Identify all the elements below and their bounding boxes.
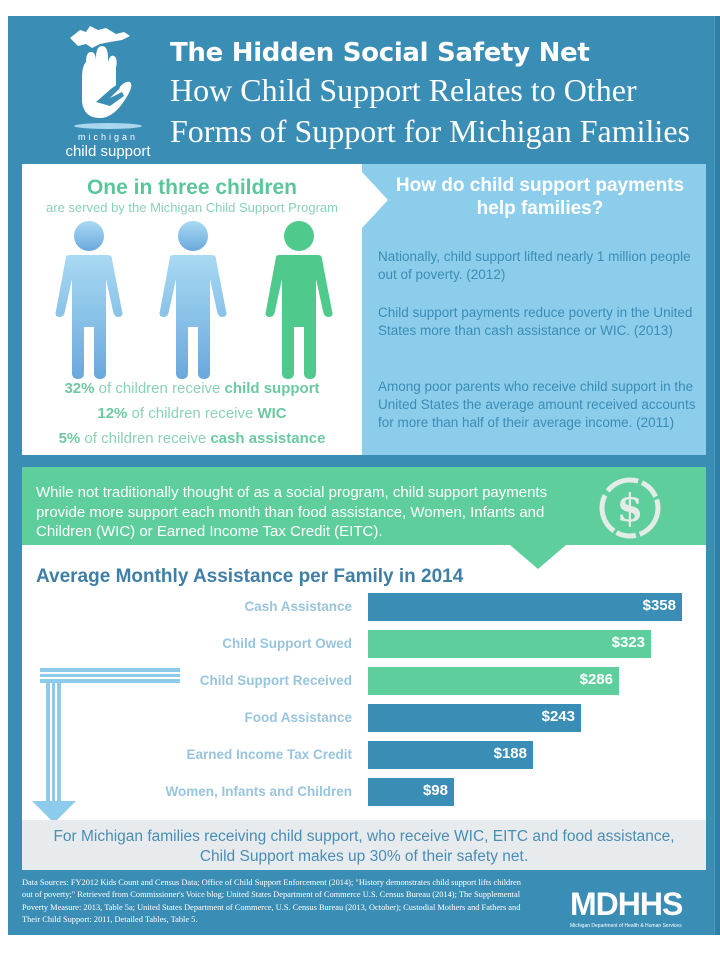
bar: $98 [368,778,454,806]
stat-percent: 32% [64,380,95,397]
help-paragraph: Among poor parents who receive child sup… [378,379,696,430]
bar: $286 [368,667,619,695]
bar-label: Cash Assistance [244,599,352,614]
person-icon [159,221,227,379]
stat-line: 32% of children receive child support [22,380,362,397]
person-icon [55,221,123,379]
bar-value-label: $286 [579,671,613,688]
stat-text: of children receive [94,380,225,397]
chart-title: Average Monthly Assistance per Family in… [36,566,464,587]
bar: $188 [368,741,533,769]
takeaway-line-1: For Michigan families receiving child su… [53,828,675,845]
data-sources: Data Sources: FY2012 Kids Count and Cens… [22,878,521,925]
down-arrow-icon [32,668,180,823]
takeaway-line-2: Child Support makes up 30% of their safe… [199,848,529,865]
stat-line: 5% of children receive cash assistance [22,430,362,447]
stat-text: of children receive [127,405,258,422]
person-icon [265,221,333,379]
pointer-arrow [362,172,388,228]
stat-percent: 12% [97,405,128,422]
bar: $323 [368,630,651,658]
hand-michigan-logo-icon [70,26,142,129]
bar-value-label: $188 [493,745,527,762]
help-title: How do child support payments help famil… [395,175,685,219]
bar-value-label: $358 [642,597,676,614]
bar-value-label: $98 [422,782,448,799]
banner-text: While not traditionally thought of as a … [36,484,548,540]
bar: $358 [368,593,682,621]
help-families-box: How do child support payments help famil… [362,164,706,455]
stats-headline: One in three children [86,176,298,199]
logo-text-michigan: michigan [77,132,139,142]
logo-text-child-support: child support [65,143,151,160]
green-banner: While not traditionally thought of as a … [22,467,706,545]
bar-label: Earned Income Tax Credit [186,747,352,762]
bar-label: Women, Infants and Children [165,784,352,799]
stat-program: WIC [257,405,287,422]
bar-value-label: $243 [541,708,575,725]
stat-percent: 5% [58,430,81,447]
panel-edge [714,16,720,935]
mdhhs-wordmark: MDHHS [570,886,683,922]
bar-label: Child Support Owed [222,636,352,651]
bar: $243 [368,704,581,732]
stat-text: of children receive [80,430,211,447]
page-title: The Hidden Social Safety Net [170,38,590,68]
bar-value-label: $323 [611,634,645,651]
stats-subheadline: are served by the Michigan Child Support… [46,200,338,215]
dollar-icon: $ [599,477,661,539]
mdhhs-subtitle: Michigan Department of Health & Human Se… [570,923,682,929]
bar-label: Child Support Received [199,673,352,688]
assistance-chart: Average Monthly Assistance per Family in… [22,545,706,823]
michigan-child-support-logo: michigan child support [52,20,164,162]
stat-program: child support [224,380,320,397]
help-paragraph: Nationally, child support lifted nearly … [378,249,691,282]
subtitle-line-1: How Child Support Relates to Other [170,72,637,108]
banner-notch [510,545,566,569]
bar-label: Food Assistance [244,710,352,725]
svg-text:$: $ [617,485,643,530]
subtitle-line-2: Forms of Support for Michigan Families [170,113,690,149]
help-paragraph: Child support payments reduce poverty in… [378,305,693,338]
takeaway-band: For Michigan families receiving child su… [22,820,706,870]
takeaway-text: For Michigan families receiving child su… [22,827,706,867]
stat-line: 12% of children receive WIC [22,405,362,422]
stat-program: cash assistance [210,430,326,447]
mdhhs-logo: MDHHS Michigan Department of Health & Hu… [570,878,704,932]
children-stats-box: One in three children are served by the … [22,164,362,455]
